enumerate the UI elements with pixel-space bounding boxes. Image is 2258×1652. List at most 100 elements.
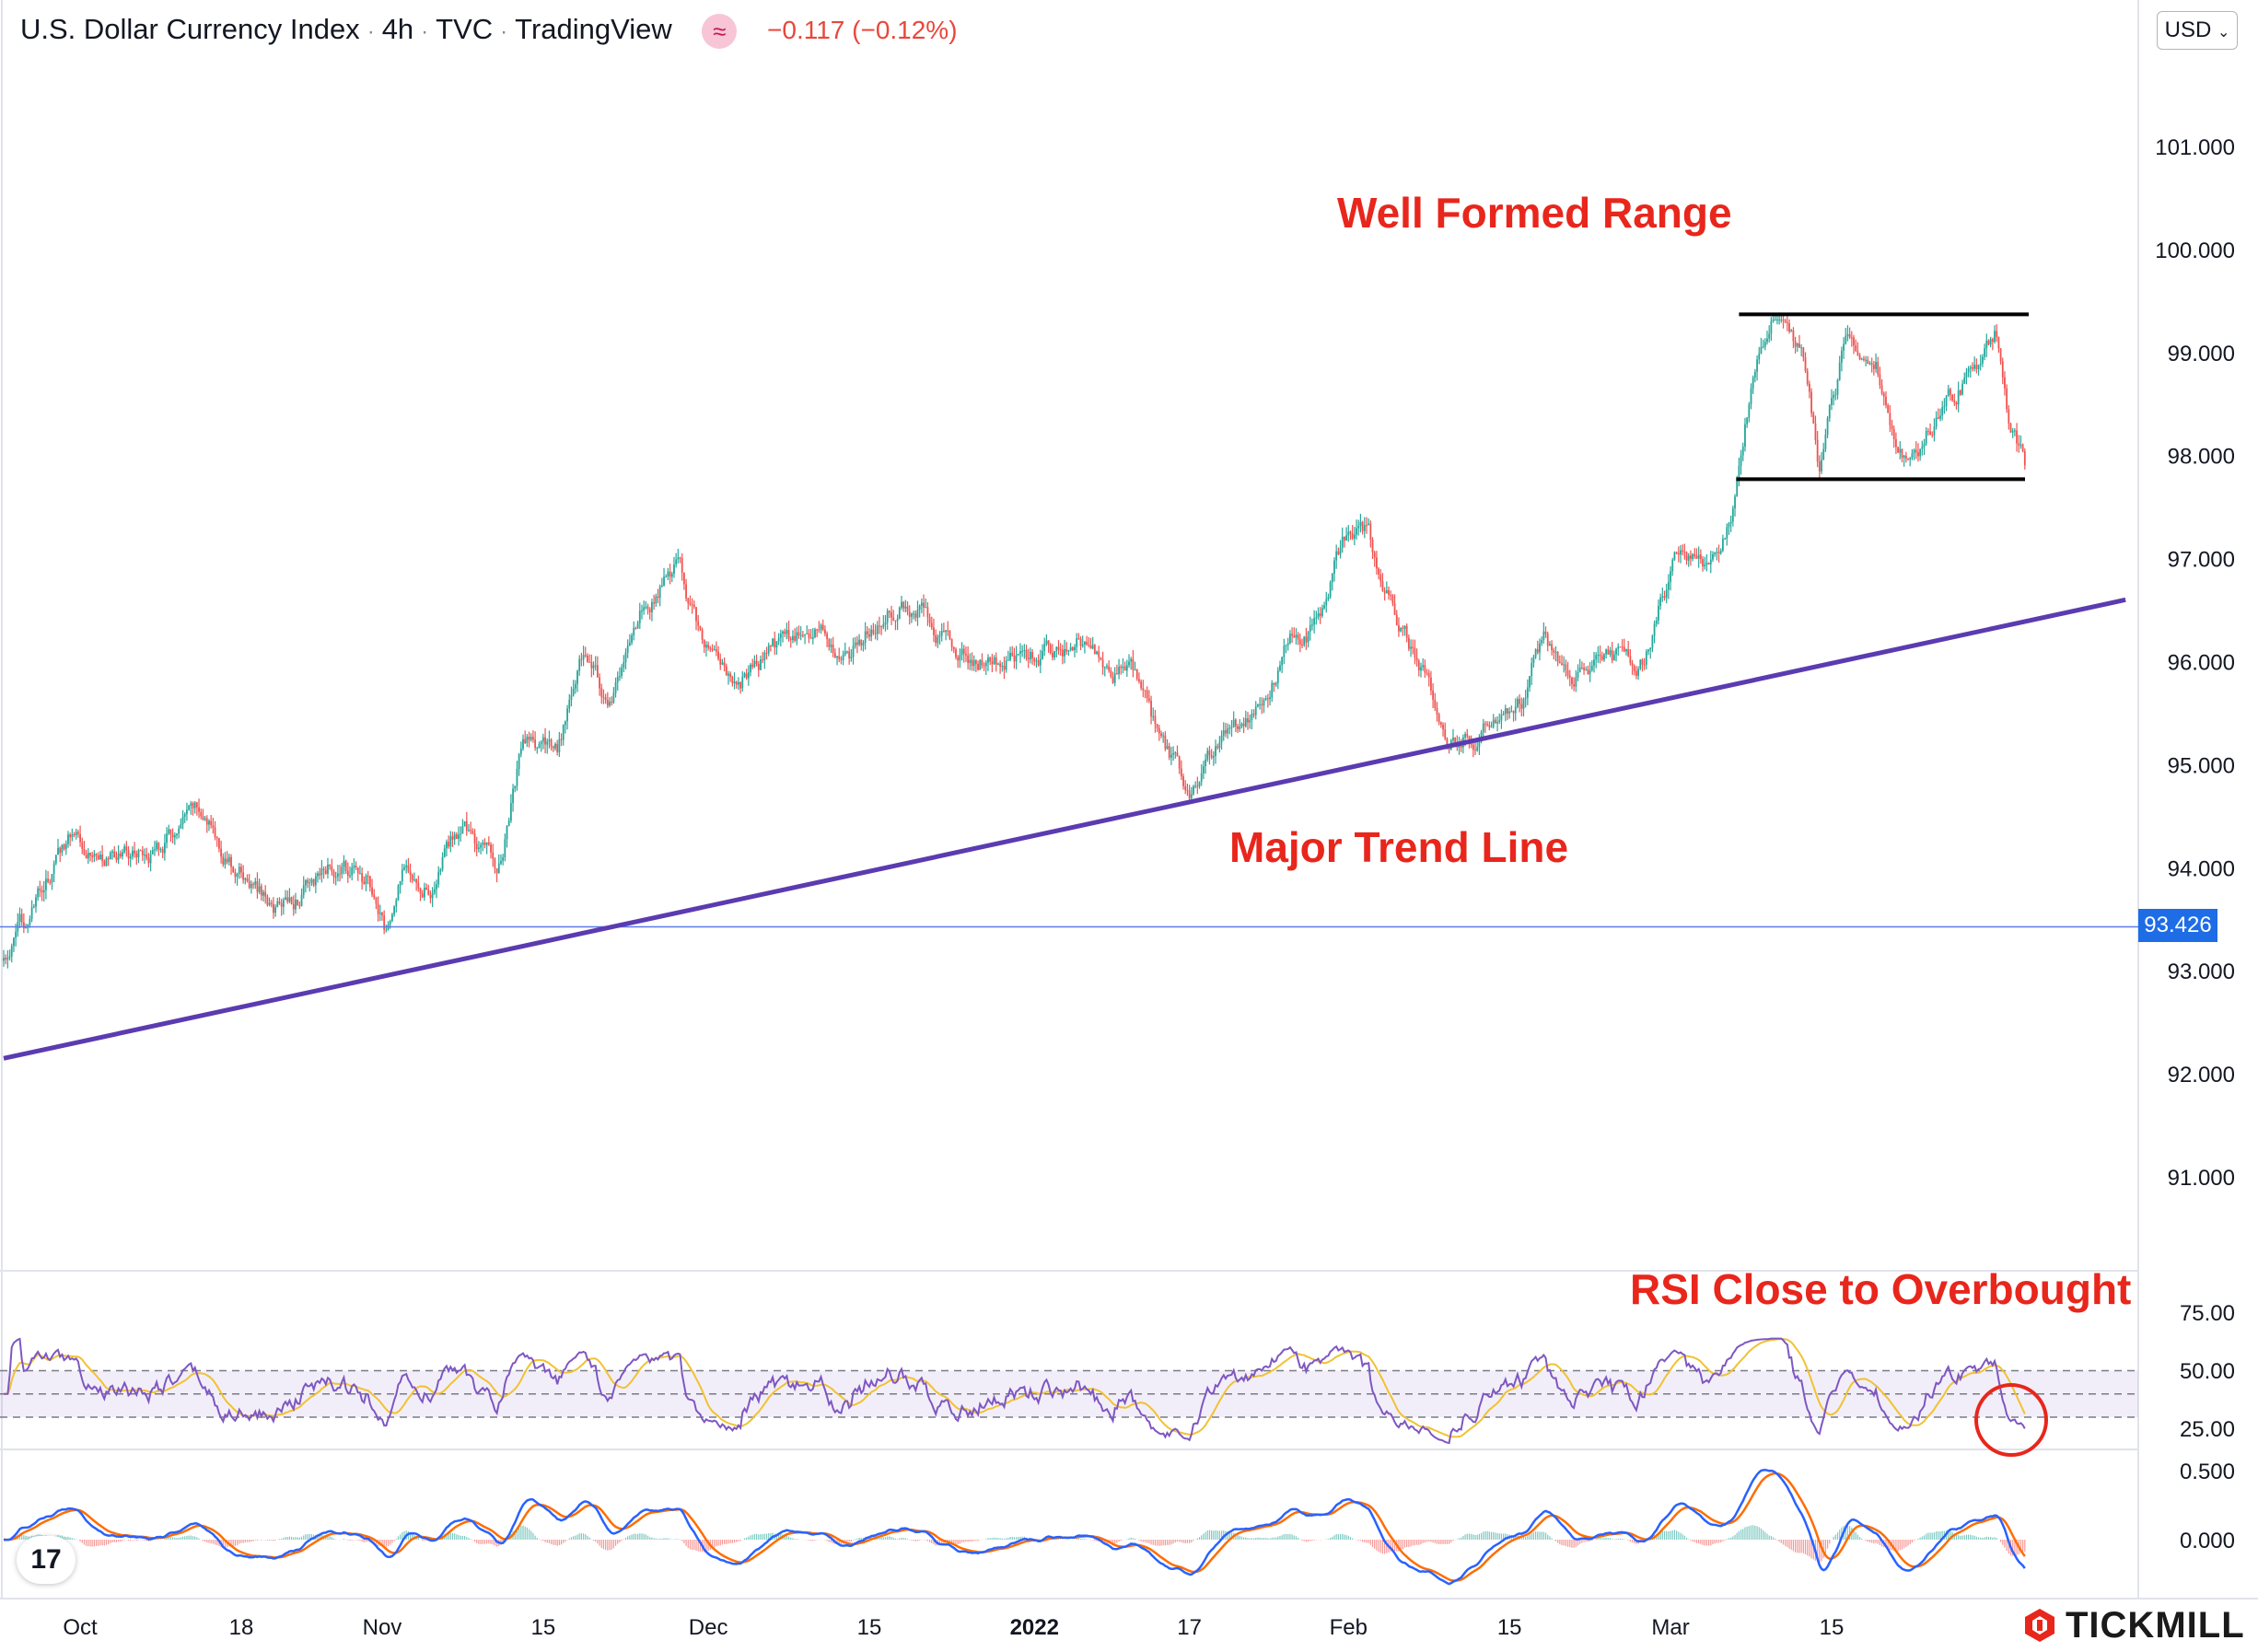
currency-select[interactable]: USD ⌄: [2157, 11, 2238, 50]
candle-body: [1317, 612, 1320, 618]
candle-body: [1037, 660, 1040, 666]
candle-body: [862, 642, 865, 646]
candle-body: [1432, 690, 1435, 700]
candle-body: [1101, 659, 1104, 668]
time-axis-label: 15: [531, 1615, 556, 1640]
candle-body: [1633, 666, 1635, 671]
candle-body: [540, 741, 542, 745]
candle-body: [606, 699, 609, 706]
candle-body: [733, 681, 736, 684]
candle-body: [51, 874, 53, 883]
candle-body: [45, 878, 47, 890]
candle-body: [1019, 650, 1021, 654]
candle-body: [685, 584, 687, 599]
candle-body: [669, 571, 671, 577]
candle-body: [572, 688, 575, 696]
candle-body: [1395, 614, 1398, 625]
candle-body: [200, 811, 203, 817]
interval-label[interactable]: 4h: [381, 13, 414, 45]
candle-body: [341, 867, 343, 874]
candle-body: [1870, 363, 1873, 366]
candle-body: [1615, 648, 1617, 655]
tradingview-logo-icon[interactable]: 17: [17, 1536, 76, 1584]
candle-body: [163, 843, 166, 854]
candle-body: [266, 896, 269, 905]
candle-body: [1641, 659, 1644, 665]
candle-body: [439, 869, 442, 872]
candle-body: [1076, 638, 1078, 647]
candle-body: [97, 855, 99, 860]
indicator-status-icon[interactable]: ≈: [702, 13, 738, 49]
candle-body: [621, 667, 623, 677]
candle-body: [528, 737, 530, 740]
candle-body: [1371, 539, 1374, 553]
candle-body: [1239, 726, 1241, 729]
candle-body: [1726, 527, 1728, 539]
candle-body: [1466, 734, 1469, 737]
candle-body: [1206, 750, 1209, 760]
candle-body: [1882, 393, 1885, 397]
annotation-trend-line: Major Trend Line: [1229, 823, 1569, 871]
candle-body: [1826, 418, 1829, 436]
candle-body: [879, 625, 880, 627]
candle-body: [882, 624, 885, 627]
candle-body: [75, 832, 77, 836]
candle-body: [993, 657, 995, 665]
candle-body: [1007, 659, 1009, 661]
candle-body: [176, 833, 178, 835]
candle-body: [397, 885, 400, 901]
candle-body: [1146, 690, 1148, 699]
candle-body: [107, 858, 110, 860]
candle-body: [1519, 699, 1521, 704]
major-trend-line[interactable]: [3, 597, 2126, 1061]
candle-body: [463, 820, 466, 827]
candle-body: [950, 639, 953, 648]
candle-body: [490, 844, 492, 853]
candle-body: [1405, 625, 1408, 638]
candle-body: [1649, 647, 1652, 650]
platform-label: TradingView: [515, 13, 672, 45]
candle-body: [820, 624, 822, 630]
symbol-title[interactable]: U.S. Dollar Currency Index: [20, 13, 360, 45]
candle-body: [1788, 323, 1790, 332]
candle-body: [967, 655, 970, 664]
candle-body: [925, 607, 927, 609]
candle-body: [353, 865, 355, 868]
candle-body: [391, 913, 393, 921]
candle-body: [1663, 596, 1666, 599]
candle-body: [195, 802, 198, 808]
candle-body: [560, 739, 563, 740]
candle-body: [519, 748, 522, 755]
candle-body: [487, 842, 490, 845]
candle-body: [54, 855, 57, 864]
candle-body: [1339, 547, 1342, 555]
candle-body: [460, 833, 462, 835]
candle-body: [375, 897, 378, 904]
candle-body: [1398, 624, 1400, 632]
price-axis-tick: 100.000: [2155, 238, 2235, 263]
candle-body: [1955, 402, 1958, 405]
candle-body: [908, 611, 911, 617]
candle-body: [906, 606, 909, 612]
candle-body: [738, 681, 739, 685]
candle-body: [1740, 455, 1742, 466]
candle-body: [129, 856, 132, 859]
candle-body: [215, 837, 218, 839]
candle-body: [960, 648, 963, 656]
candle-body: [1923, 443, 1926, 448]
candle-body: [1079, 638, 1082, 646]
candle-body: [1593, 659, 1595, 666]
candle-body: [234, 872, 237, 878]
candle-body: [1921, 447, 1924, 449]
candle-body: [836, 656, 838, 658]
candle-body: [1658, 606, 1659, 621]
candle-body: [1464, 734, 1466, 738]
candle-body: [1539, 643, 1541, 653]
candle-body: [699, 625, 702, 630]
candle-body: [1337, 551, 1340, 555]
candle-body: [15, 931, 17, 938]
candle-body: [1468, 736, 1471, 742]
candle-body: [1609, 650, 1612, 655]
candle-body: [1298, 639, 1301, 645]
